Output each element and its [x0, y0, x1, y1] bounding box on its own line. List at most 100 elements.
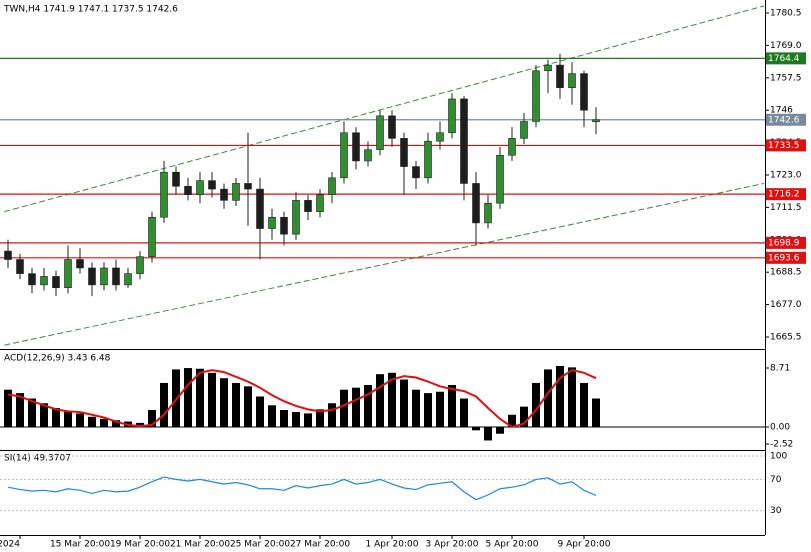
- x-tick-label: Mar 2024: [0, 540, 20, 550]
- level-label-bg: [766, 139, 806, 152]
- candle-body: [100, 267, 108, 286]
- macd-bar: [520, 406, 528, 427]
- frame: [0, 0, 766, 536]
- candle-body: [364, 149, 372, 162]
- level-label: 1716.2: [768, 190, 800, 200]
- macd-bar: [436, 391, 444, 427]
- macd-bar: [4, 389, 12, 427]
- macd-bar: [412, 389, 420, 427]
- macd-bar: [556, 366, 564, 427]
- level-label: 1764.4: [768, 54, 800, 64]
- level-label: 1693.6: [768, 253, 800, 263]
- candle-body: [184, 185, 192, 196]
- macd-bar: [172, 369, 180, 427]
- macd-bar: [592, 398, 600, 427]
- candle-body: [268, 216, 276, 229]
- rsi-title: SI(14) 49.3707: [4, 454, 71, 464]
- y-tick-label: 1769.0: [770, 41, 802, 51]
- candle-body: [124, 273, 132, 286]
- level-label-bg: [766, 236, 806, 249]
- x-tick-label: 9 Apr 20:00: [558, 540, 611, 550]
- candle-body: [328, 177, 336, 196]
- x-tick-label: 3 Apr 20:00: [426, 540, 479, 550]
- macd-bar: [40, 403, 48, 427]
- y-tick-label: 1711.5: [770, 203, 802, 213]
- candle-body: [40, 276, 48, 286]
- candle-body: [196, 180, 204, 196]
- macd-bar: [88, 416, 96, 427]
- candle-body: [388, 115, 396, 139]
- x-tick-label: 5 Apr 20:00: [486, 540, 539, 550]
- candle-body: [352, 132, 360, 162]
- candle-body: [88, 267, 96, 286]
- candle-body: [544, 64, 552, 72]
- macd-bar: [472, 426, 480, 431]
- y-tick-label: 1746: [770, 106, 793, 116]
- macd-bar: [304, 413, 312, 427]
- macd-bar: [244, 386, 252, 427]
- y-tick-label: 1665.5: [770, 333, 802, 343]
- y-tick-label: 8.71: [770, 364, 790, 374]
- y-tick-label: 70: [770, 475, 782, 485]
- macd-bar: [160, 382, 168, 427]
- macd-bar: [232, 382, 240, 427]
- candle-body: [568, 73, 576, 88]
- macd-bar: [580, 382, 588, 427]
- macd-bar: [460, 398, 468, 427]
- candle-body: [292, 200, 300, 235]
- candle-body: [136, 256, 144, 274]
- macd-bar: [100, 418, 108, 427]
- macd-bar: [28, 398, 36, 427]
- y-tick-label: 30: [770, 506, 782, 516]
- candle-body: [412, 166, 420, 179]
- macd-bar: [532, 382, 540, 427]
- candle-body: [592, 119, 600, 123]
- y-tick-label: 1688.5: [770, 268, 802, 278]
- macd-bar: [388, 372, 396, 427]
- y-tick-label: -2.52: [770, 440, 793, 450]
- candle-body: [496, 154, 504, 204]
- candle-body: [400, 138, 408, 167]
- macd-bar: [484, 426, 492, 441]
- macd-bar: [184, 368, 192, 427]
- macd-bar: [280, 410, 288, 427]
- macd-bar: [376, 374, 384, 427]
- level-label-bg: [766, 188, 806, 201]
- y-tick-label: 0.00: [770, 422, 790, 432]
- candle-body: [472, 183, 480, 224]
- candle-body: [244, 183, 252, 190]
- x-tick-label: 25 Mar 20:00: [230, 540, 290, 550]
- macd-bar: [364, 384, 372, 427]
- macd-bar: [208, 372, 216, 427]
- macd-bar: [220, 378, 228, 427]
- macd-bar: [76, 413, 84, 427]
- candle-body: [460, 98, 468, 184]
- macd-bar: [292, 412, 300, 427]
- x-tick-label: 1 Apr 20:00: [366, 540, 419, 550]
- x-tick-label: 15 Mar 20:00: [50, 540, 110, 550]
- candle-body: [484, 202, 492, 224]
- macd-bar: [52, 407, 60, 427]
- macd-bar: [64, 411, 72, 427]
- level-label-bg: [766, 251, 806, 264]
- macd-signal: [7, 369, 597, 429]
- macd-bar: [316, 409, 324, 427]
- macd-bar: [328, 403, 336, 427]
- candle-body: [532, 70, 540, 122]
- macd-bar: [340, 389, 348, 427]
- level-label: 1742.6: [768, 115, 800, 125]
- macd-bar: [448, 384, 456, 427]
- candle-body: [376, 115, 384, 150]
- candle-body: [4, 250, 12, 260]
- channel-line: [4, 182, 765, 346]
- level-label-bg: [766, 52, 806, 65]
- candle-body: [256, 188, 264, 229]
- x-tick-label: 27 Mar 20:00: [290, 540, 350, 550]
- candle-body: [280, 216, 288, 235]
- candle-body: [556, 64, 564, 88]
- macd-bar: [268, 405, 276, 427]
- candle-body: [508, 138, 516, 156]
